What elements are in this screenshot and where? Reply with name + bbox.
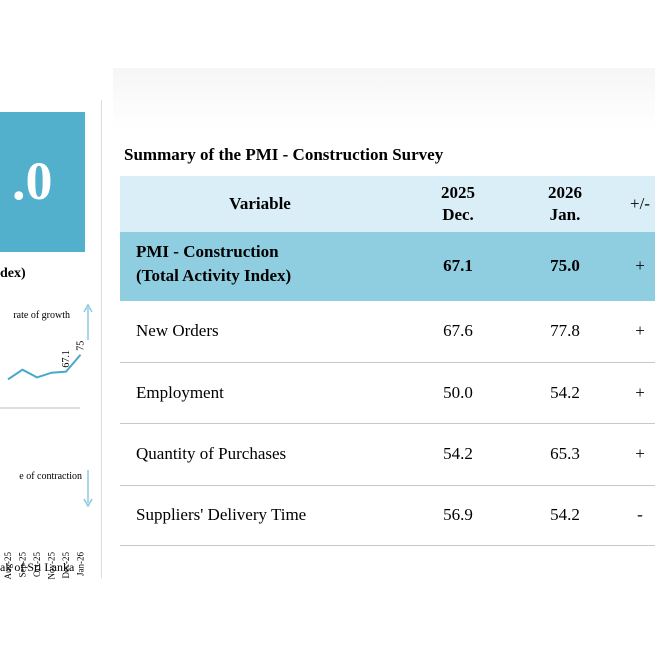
cell-value: 54.2 [550,505,580,524]
column-header: +/- [630,194,650,213]
row-label: (Total Activity Index) [136,266,292,285]
cell-value: 56.9 [443,505,473,524]
data-label: 75 [76,341,87,351]
row-line [120,362,655,363]
column-header: 2025 [441,183,475,202]
cell-value: + [635,321,645,340]
row-label: Employment [136,382,224,402]
row-highlight [120,232,655,301]
row-label: New Orders [136,321,219,340]
divider [101,100,102,578]
headline-box [0,112,85,252]
row-line [120,423,655,424]
x-tick-label: Jan-26 [76,552,86,576]
table-title: Summary of the PMI - Construction Survey [124,145,444,164]
cell-value: + [635,382,645,402]
column-header: Dec. [442,205,474,224]
row-label: Quantity of Purchases [136,444,287,463]
cell-value: 67.6 [443,321,473,340]
row-line [120,485,655,486]
row-label: PMI - Construction [136,242,279,261]
x-tick-label: Nov-25 [47,552,57,580]
cell-value: - [637,505,643,524]
row-label: Suppliers' Delivery Time [136,505,307,524]
cell-value: 54.2 [550,382,580,402]
cell-value: 54.2 [443,444,473,463]
cell-value: 50.0 [443,382,473,402]
cell-value: 75.0 [550,255,580,275]
cell-value: + [635,444,645,463]
annotation: rate of growth [13,310,70,321]
x-tick-label: Oct-25 [32,552,42,577]
cell-value: 65.3 [550,444,580,463]
x-tick-label: Dec-25 [61,552,71,579]
column-header: Variable [229,194,291,213]
mini-chart: rate of growth e of contraction Aug-25 Se… [0,303,93,580]
header-bg [120,176,655,232]
cell-value: 77.8 [550,321,580,340]
index-caption: dex) [0,266,26,281]
header-shade [113,68,655,130]
cell-value: + [635,255,645,275]
line [7,354,82,381]
table: Variable 2025 Dec. 2026 Jan. +/- PMI - Constru… [120,176,655,546]
annotation: e of contraction [19,471,82,482]
data-label: 67.1 [61,350,72,368]
row-line [120,545,655,546]
column-header: 2026 [548,183,582,202]
x-tick-label: Sep-25 [18,552,28,578]
x-tick-label: Aug-25 [3,552,13,580]
arrow-head [83,498,93,508]
cell-value: 67.1 [443,255,473,275]
headline-value: .0 [12,151,53,211]
arrow-head [83,303,93,313]
source: ak of Sri Lanka [0,560,75,574]
column-header: Jan. [549,205,581,224]
